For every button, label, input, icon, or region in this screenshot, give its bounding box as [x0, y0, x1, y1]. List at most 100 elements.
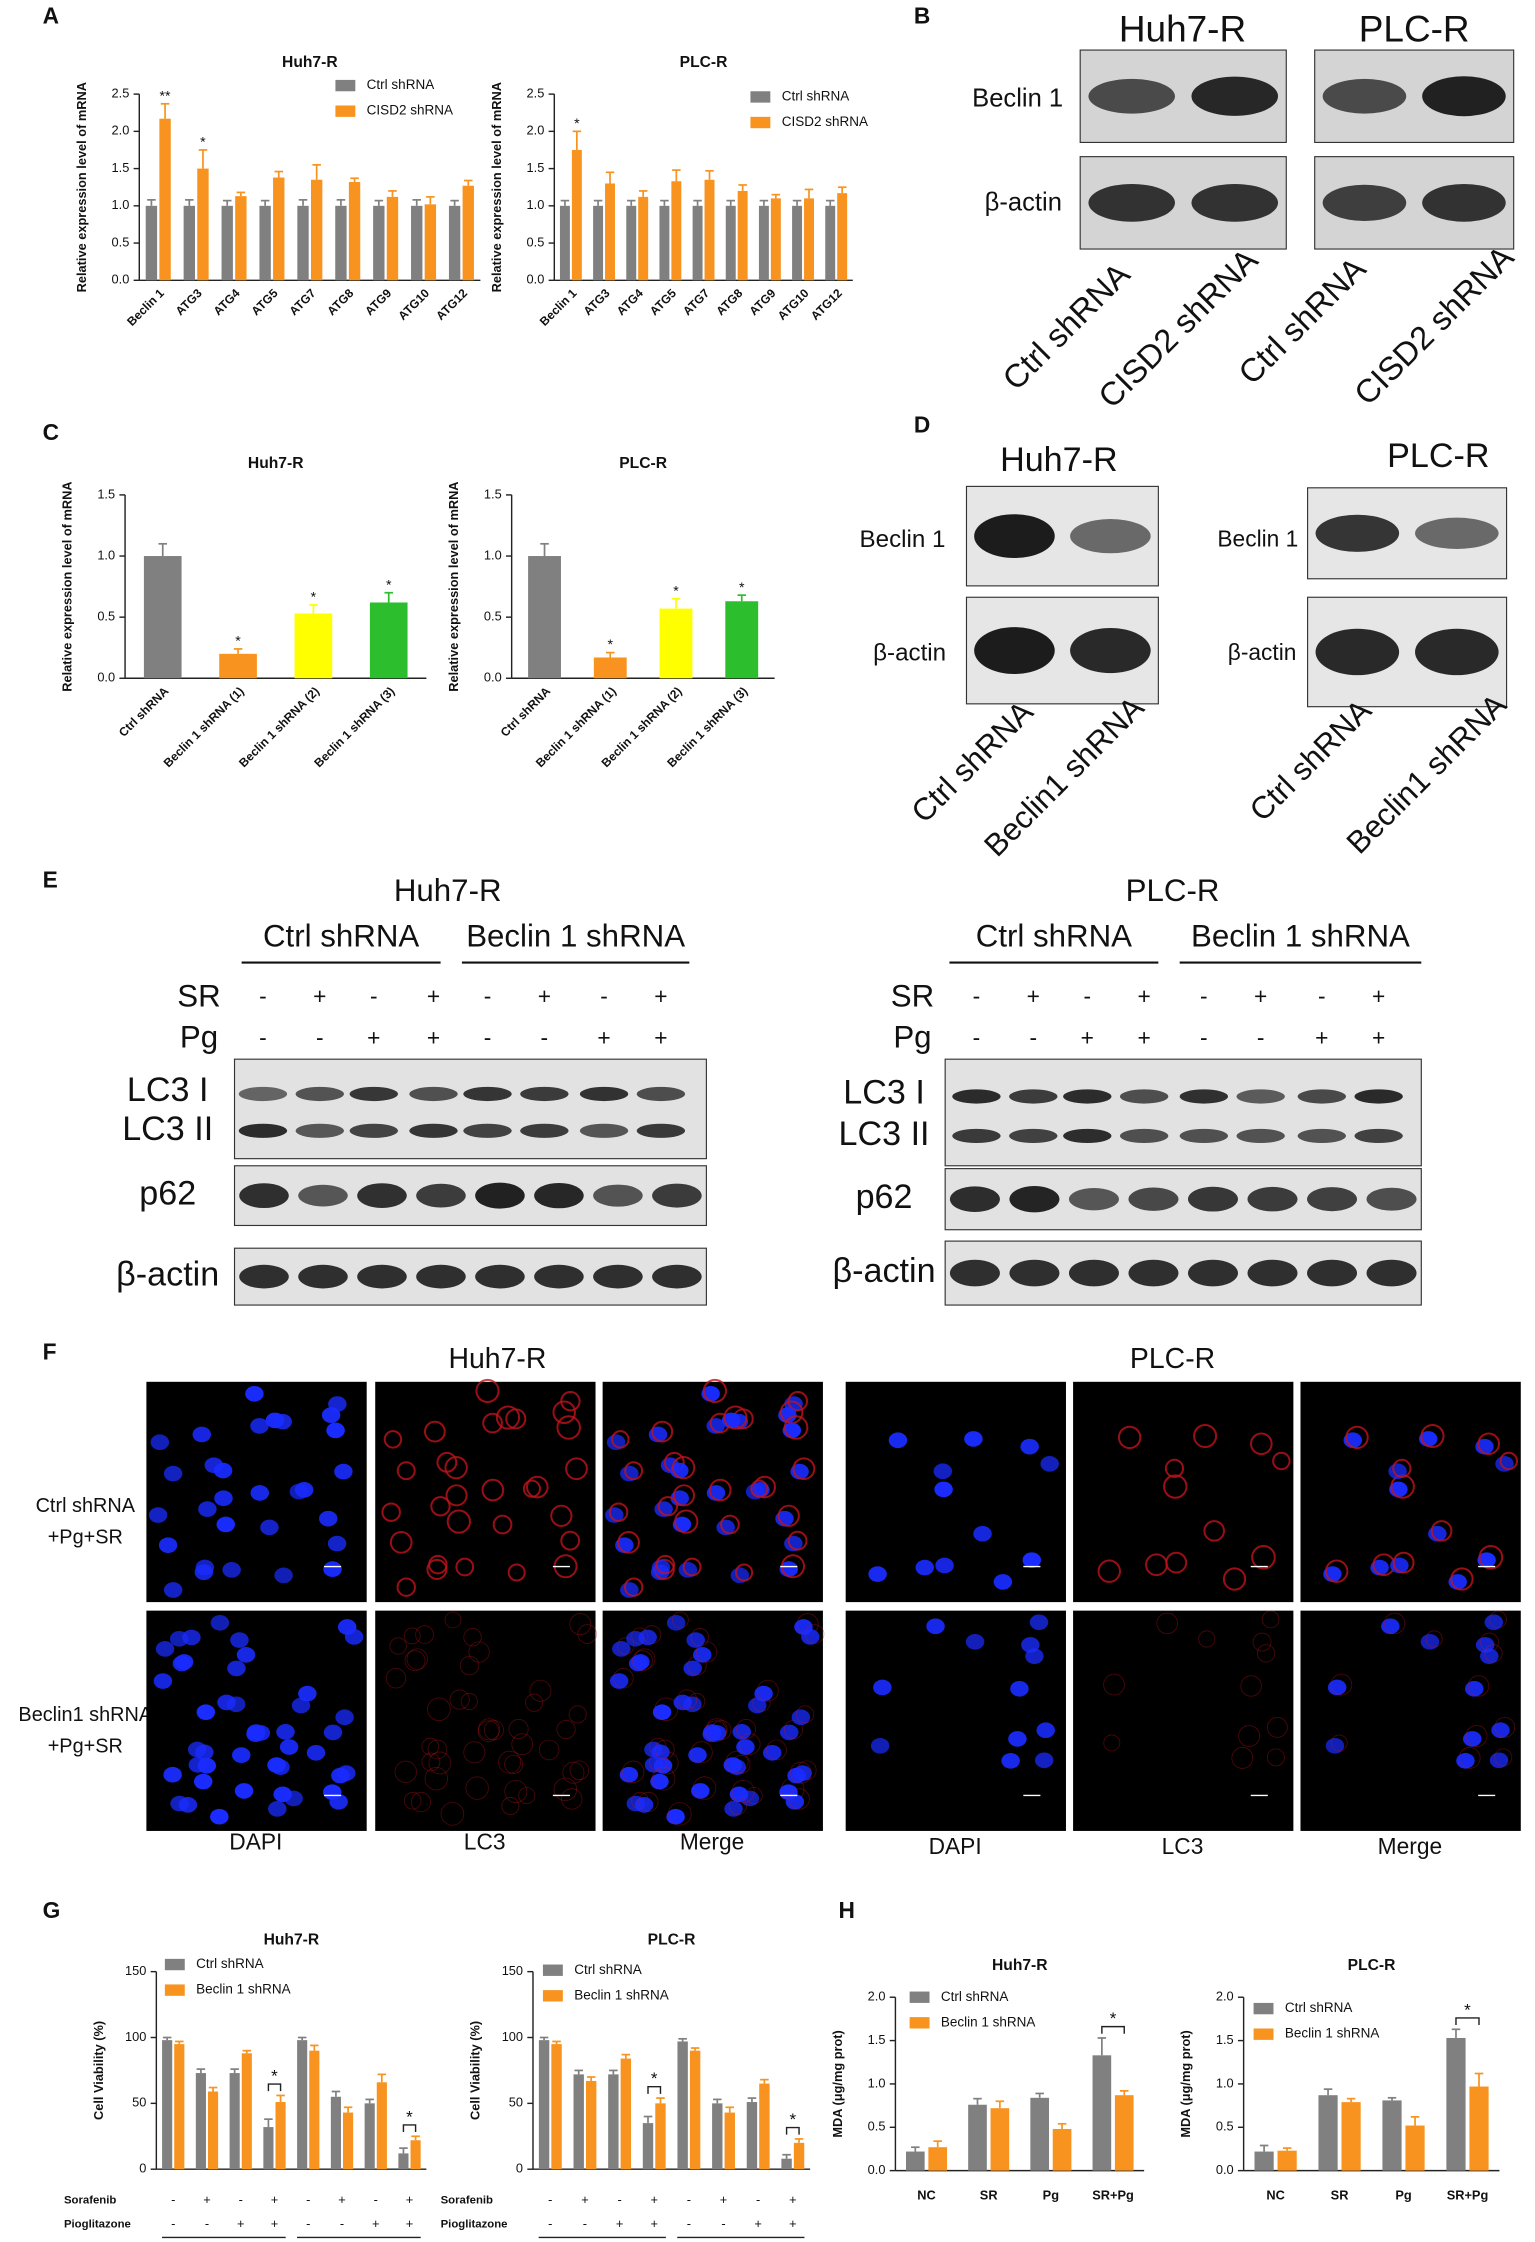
lc3-signal	[631, 1650, 653, 1672]
lc3-signal	[1164, 1458, 1185, 1478]
bar	[143, 556, 182, 679]
lc3-signal	[1251, 1544, 1276, 1570]
blot-band	[1322, 78, 1407, 114]
significance-label: *	[200, 135, 206, 151]
x-table-row-label: Sorafenib	[64, 2194, 116, 2206]
blot-band	[357, 1183, 407, 1208]
significance-bracket	[402, 2124, 417, 2133]
condition-mark: -	[973, 1024, 981, 1050]
condition-mark: -	[1318, 983, 1326, 1009]
nucleus	[291, 1697, 311, 1714]
blot-band	[475, 1264, 525, 1289]
blot-band	[1088, 78, 1175, 114]
lc3-signal	[735, 1719, 757, 1740]
lc3-signal	[738, 1733, 761, 1756]
condition-mark: -	[484, 983, 492, 1009]
bar	[386, 196, 399, 281]
bar	[364, 2103, 375, 2170]
x-table-mark: +	[789, 2216, 796, 2231]
bar	[759, 2083, 770, 2170]
nucleus	[323, 1724, 343, 1741]
bar	[573, 2074, 584, 2170]
x-table-mark: +	[720, 2192, 727, 2207]
lc3-signal	[735, 1563, 754, 1582]
bar	[195, 2073, 206, 2170]
bar	[448, 205, 461, 281]
significance-label: *	[1464, 2000, 1471, 2019]
condition-mark: -	[316, 1024, 324, 1050]
y-tick-label: 0	[516, 2161, 523, 2176]
bar	[343, 2112, 354, 2170]
blot-band	[1009, 1186, 1060, 1213]
lc3-signal	[1231, 1747, 1254, 1769]
lc3-signal	[674, 1509, 699, 1534]
bar	[174, 2044, 185, 2170]
significance-label: *	[608, 637, 614, 653]
bar	[335, 205, 347, 281]
bar	[1318, 2095, 1338, 2171]
legend-label: Ctrl shRNA	[1285, 2000, 1353, 2015]
condition-mark: +	[1027, 983, 1040, 1009]
lc3-signal	[1450, 1567, 1474, 1591]
bar	[559, 205, 570, 281]
lc3-signal	[381, 1502, 401, 1522]
nucleus	[1010, 1680, 1029, 1697]
lc3-signal	[1494, 1717, 1516, 1738]
lc3-signal	[804, 1624, 825, 1644]
lc3-signal	[428, 1751, 452, 1775]
bar	[528, 556, 561, 679]
lc3-signal	[568, 1705, 587, 1724]
blot-band	[1063, 1089, 1112, 1104]
condition-label: Pg	[180, 1020, 218, 1055]
condition-mark: -	[541, 1024, 549, 1050]
x-tick-label: ATG8	[713, 286, 745, 318]
significance-label: *	[739, 580, 745, 596]
y-tick-label: 1.5	[484, 486, 502, 501]
blot-band	[1128, 1187, 1179, 1211]
lc3-signal	[671, 1611, 689, 1629]
lc3-signal	[507, 1563, 526, 1582]
blot-header: Huh7-R	[1000, 441, 1118, 479]
blot-band	[1415, 628, 1499, 676]
x-tick-label: Beclin 1 shRNA (1)	[161, 684, 247, 770]
lc3-signal	[690, 1628, 710, 1647]
nucleus	[192, 1426, 212, 1443]
blot-band	[238, 1086, 288, 1102]
x-table-mark: -	[374, 2192, 378, 2207]
nucleus	[1036, 1722, 1055, 1739]
nucleus	[217, 1694, 236, 1711]
lc3-signal	[1458, 1747, 1481, 1769]
nucleus	[153, 1673, 173, 1689]
blot-band	[295, 1086, 344, 1102]
bar	[659, 205, 670, 281]
nucleus	[150, 1434, 170, 1451]
legend-swatch	[164, 1958, 185, 1971]
nucleus	[210, 1808, 229, 1825]
bar	[294, 613, 333, 679]
y-tick-label: 150	[502, 1963, 523, 1978]
nucleus	[935, 1557, 954, 1574]
row-label: Ctrl shRNA	[36, 1495, 136, 1517]
blot-band	[1187, 1259, 1238, 1287]
legend-swatch	[335, 105, 356, 117]
lc3-signal	[1425, 1630, 1443, 1648]
nucleus	[801, 1629, 820, 1645]
condition-mark: +	[427, 983, 440, 1009]
y-axis-label: Relative expression level of mRNA	[446, 481, 461, 691]
x-tick-label: ATG3	[581, 286, 613, 318]
chart-title: PLC-R	[619, 455, 667, 472]
significance-bracket	[1101, 2025, 1125, 2034]
nucleus	[326, 1422, 345, 1439]
bar	[235, 196, 247, 281]
lc3-signal	[430, 1496, 451, 1517]
condition-mark: -	[484, 1024, 492, 1050]
bar	[229, 2073, 240, 2170]
blot-band	[949, 1259, 1000, 1287]
blot-band	[295, 1123, 344, 1138]
lc3-signal	[1467, 1675, 1490, 1697]
lc3-signal	[428, 1554, 448, 1575]
nucleus	[245, 1385, 264, 1402]
x-tick-label: ATG3	[173, 286, 205, 318]
x-table-mark: +	[372, 2216, 379, 2231]
blot-band	[357, 1264, 407, 1289]
